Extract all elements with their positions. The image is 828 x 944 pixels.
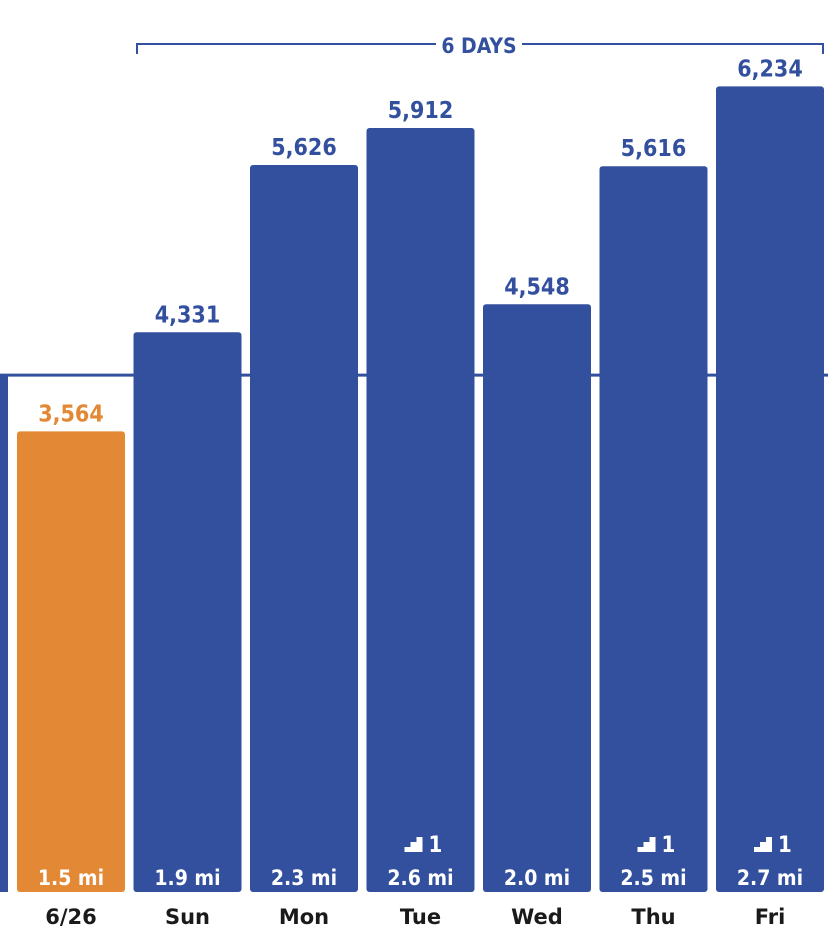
bar xyxy=(366,127,475,893)
stairs-icon xyxy=(398,837,423,852)
distance-label: 1.9 mi xyxy=(154,866,220,890)
distance-label: 1.5 mi xyxy=(38,866,104,890)
stairs-icon xyxy=(748,837,772,852)
category-label: Sun xyxy=(165,905,210,929)
stairs-icon xyxy=(631,837,656,852)
distance-label: 2.7 mi xyxy=(737,866,803,890)
floors-count: 1 xyxy=(429,833,443,858)
distance-label: 2.0 mi xyxy=(504,866,570,890)
streak-bracket-right xyxy=(522,43,824,54)
bar xyxy=(716,86,824,893)
category-label: Tue xyxy=(400,905,441,929)
bar xyxy=(17,431,125,892)
distance-label: 2.3 mi xyxy=(271,866,337,890)
bars-layer: 3,564 1.5 mi 6/26 4,331 1.9 mi Sun 5,626 2.3 mi… xyxy=(17,56,824,929)
category-label: Wed xyxy=(511,905,563,929)
bar-value-label: 5,616 xyxy=(621,136,686,162)
streak-bracket-left xyxy=(136,43,436,54)
bar-value-label: 3,564 xyxy=(38,401,103,427)
floors-count: 1 xyxy=(778,833,792,858)
bar xyxy=(250,164,358,892)
bar-value-label: 6,234 xyxy=(737,56,802,82)
bar xyxy=(133,332,242,893)
previous-bar-partial xyxy=(0,376,8,892)
distance-label: 2.5 mi xyxy=(620,866,686,890)
category-label: 6/26 xyxy=(45,905,97,929)
category-label: Mon xyxy=(279,905,329,929)
bar-value-label: 5,626 xyxy=(271,135,336,161)
bar-value-label: 4,331 xyxy=(155,302,220,328)
category-label: Thu xyxy=(631,905,675,929)
distance-label: 2.6 mi xyxy=(387,866,453,890)
floors-count: 1 xyxy=(662,833,676,858)
bar xyxy=(483,304,591,893)
category-label: Fri xyxy=(755,905,786,929)
bar-value-label: 5,912 xyxy=(388,98,453,124)
streak-bracket: 6 DAYS xyxy=(136,34,824,58)
streak-label: 6 DAYS xyxy=(441,34,516,58)
bar xyxy=(599,166,708,893)
bar-value-label: 4,548 xyxy=(504,274,569,300)
